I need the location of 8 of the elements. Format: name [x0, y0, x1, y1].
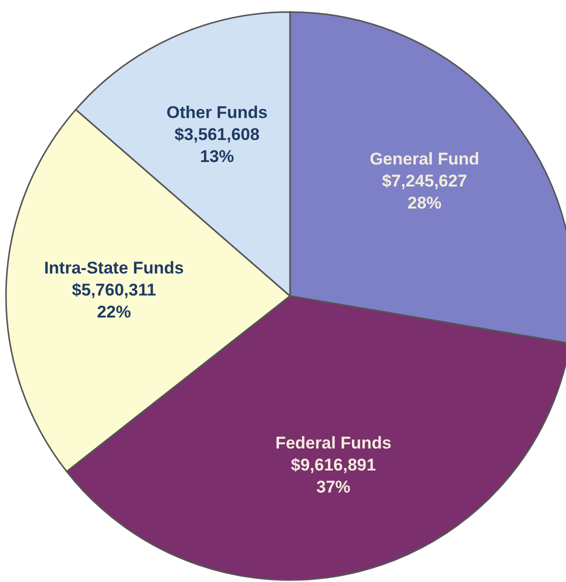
data-label: $5,760,311 22%	[72, 281, 156, 322]
data-label: $7,245,627 28%	[382, 172, 468, 213]
data-label: $3,561,608 13%	[174, 125, 260, 166]
slice-label: Other Funds	[166, 103, 268, 122]
slice-label: General Fund	[370, 150, 480, 169]
slice-label: Federal Funds	[275, 434, 392, 454]
slice-label: Intra-State Funds	[44, 259, 184, 278]
data-label: $9,616,891 37%	[290, 456, 376, 498]
